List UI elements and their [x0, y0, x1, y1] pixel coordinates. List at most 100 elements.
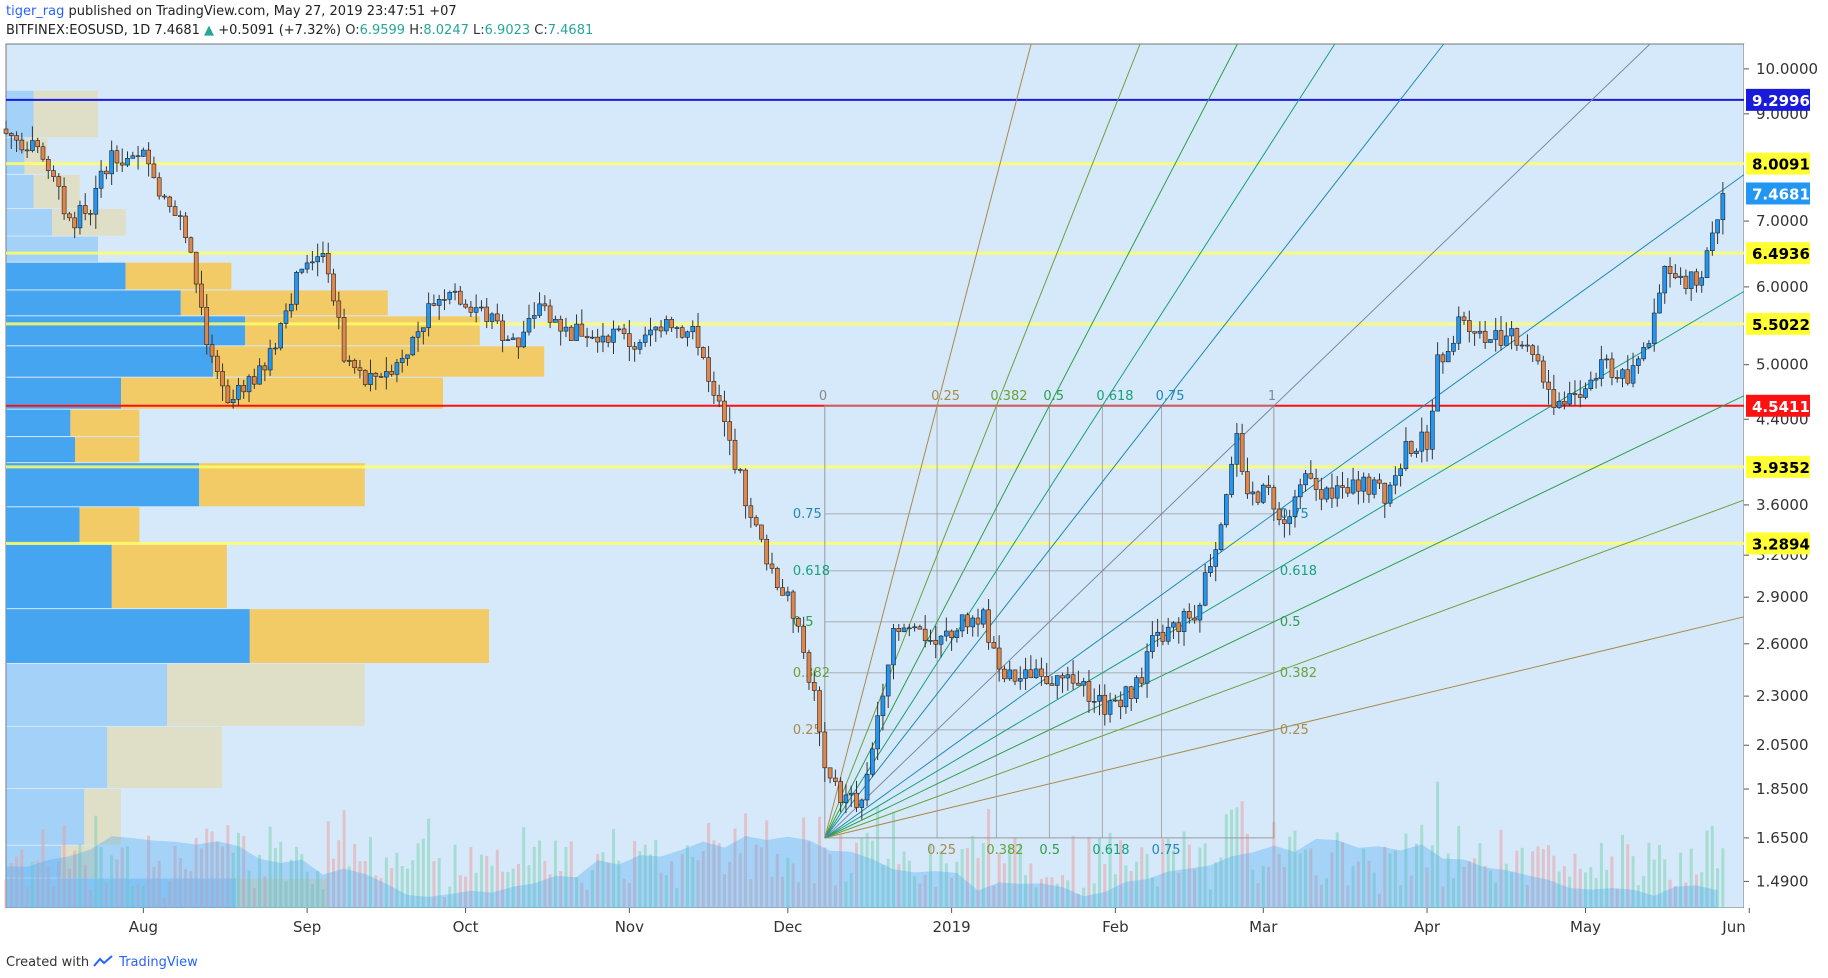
candle-body: [1509, 328, 1514, 337]
vp-down-10: [70, 409, 140, 437]
candle-body: [616, 328, 622, 331]
volume-bar: [1351, 865, 1355, 908]
volume-bar: [548, 874, 552, 908]
candle-body: [389, 371, 394, 375]
volume-bar: [416, 843, 420, 908]
candle-body: [315, 256, 320, 263]
candle-body: [1683, 275, 1689, 289]
volume-bar: [210, 831, 214, 908]
time-axis[interactable]: Aug Sep Oct Nov Dec 2019 Feb Mar Apr May Jun: [6, 908, 1826, 948]
volume-bar: [226, 825, 230, 908]
volume-bar: [295, 846, 299, 908]
vp-up-13: [6, 316, 246, 346]
y-tick-label: 2.3000: [1756, 687, 1809, 705]
candle-body: [1408, 441, 1414, 454]
volume-bar: [453, 844, 457, 908]
candle-body: [949, 630, 954, 638]
candle-body: [743, 469, 748, 507]
candle-body: [901, 627, 907, 632]
candle-body: [93, 187, 99, 215]
volume-bar: [1330, 852, 1334, 908]
volume-bar: [532, 846, 536, 908]
candle-body: [146, 149, 151, 165]
volume-bar: [707, 823, 711, 908]
volume-bar: [442, 897, 446, 908]
candle-body: [1160, 631, 1166, 642]
ohlc-line: BITFINEX:EOSUSD, 1D 7.4681 ▲ +0.5091 (+7…: [6, 21, 1806, 40]
candle-body: [1393, 475, 1398, 486]
candle-body: [1440, 354, 1446, 363]
candle-body: [1366, 476, 1372, 495]
volume-bar: [1710, 825, 1714, 908]
candle-body: [61, 185, 67, 215]
volume-bar: [1235, 807, 1239, 908]
candle-body: [1514, 328, 1520, 346]
candle-body: [421, 327, 426, 332]
candle-body: [695, 326, 701, 348]
volume-bar: [173, 845, 177, 908]
price-axis[interactable]: 10.00009.00007.00006.00005.00004.40003.6…: [1744, 44, 1826, 908]
candle-body: [8, 133, 14, 136]
volume-bar: [1277, 853, 1281, 908]
vp-down-12: [213, 346, 545, 377]
fib-right-label: 0.5: [1280, 615, 1301, 630]
volume-bar: [1679, 852, 1683, 908]
volume-bar: [1240, 801, 1244, 908]
candle-body: [1049, 683, 1055, 686]
price-chart[interactable]: 0 0.25 0.25 0.382 0.382 0.5 0.5 0.618 0.618 0.75 0…: [0, 40, 1828, 950]
candle-body: [632, 346, 637, 350]
volume-bar: [955, 861, 959, 908]
candle-body: [912, 626, 917, 629]
candle-body: [172, 206, 178, 216]
tradingview-brand[interactable]: TradingView: [119, 954, 198, 970]
candle-body: [1493, 330, 1499, 340]
candle-body: [341, 317, 347, 362]
level-tag-label: 3.9352: [1752, 459, 1810, 477]
candle-body: [1540, 360, 1546, 383]
candle-body: [1091, 700, 1097, 703]
candle-body: [1181, 611, 1187, 632]
candle-body: [1588, 379, 1594, 390]
volume-bar: [881, 864, 885, 908]
volume-bar: [971, 835, 975, 908]
volume-bar: [1657, 845, 1661, 908]
candle-body: [880, 695, 886, 717]
vp-down-15: [125, 262, 232, 290]
volume-bar: [236, 832, 240, 908]
fib-speed-fan: 0 0.25 0.25 0.382 0.382 0.5 0.5 0.618 0.618 0.75 0…: [793, 43, 1745, 858]
volume-bar: [1304, 849, 1308, 908]
candle-body: [1593, 378, 1599, 381]
candle-body: [1081, 681, 1086, 686]
candle-body: [352, 360, 357, 369]
author-link[interactable]: tiger_rag: [6, 4, 65, 19]
low-value: 6.9023: [484, 23, 531, 38]
candle-body: [679, 327, 685, 338]
x-tick-label: Nov: [615, 918, 644, 936]
level-tag: [1746, 312, 1810, 335]
high-label: H:: [409, 23, 424, 38]
volume-bar: [1013, 837, 1017, 908]
volume-bar: [152, 866, 156, 908]
volume-bar: [775, 854, 779, 908]
vp-up-9: [6, 437, 75, 463]
volume-bar: [648, 854, 652, 908]
volume-bar: [1673, 886, 1677, 908]
volume-bar: [62, 824, 66, 908]
candle-body: [959, 614, 965, 632]
candle-body: [1567, 393, 1572, 405]
volume-bar: [1214, 862, 1218, 908]
volume-bar: [1092, 883, 1096, 908]
volume-bar: [855, 842, 859, 908]
volume-bar: [886, 858, 890, 908]
volume-bar: [464, 876, 468, 908]
vp-down-9: [75, 437, 140, 463]
volume-bar: [326, 821, 330, 908]
vp-down-20: [33, 90, 98, 138]
volume-bar: [390, 868, 394, 908]
volume-bar: [353, 844, 357, 908]
change-arrow-icon: ▲: [204, 23, 215, 38]
level-tag-label: 9.2996: [1752, 92, 1810, 110]
candle-body: [1118, 699, 1123, 708]
candle-body: [891, 628, 896, 666]
candle-body: [14, 135, 19, 141]
